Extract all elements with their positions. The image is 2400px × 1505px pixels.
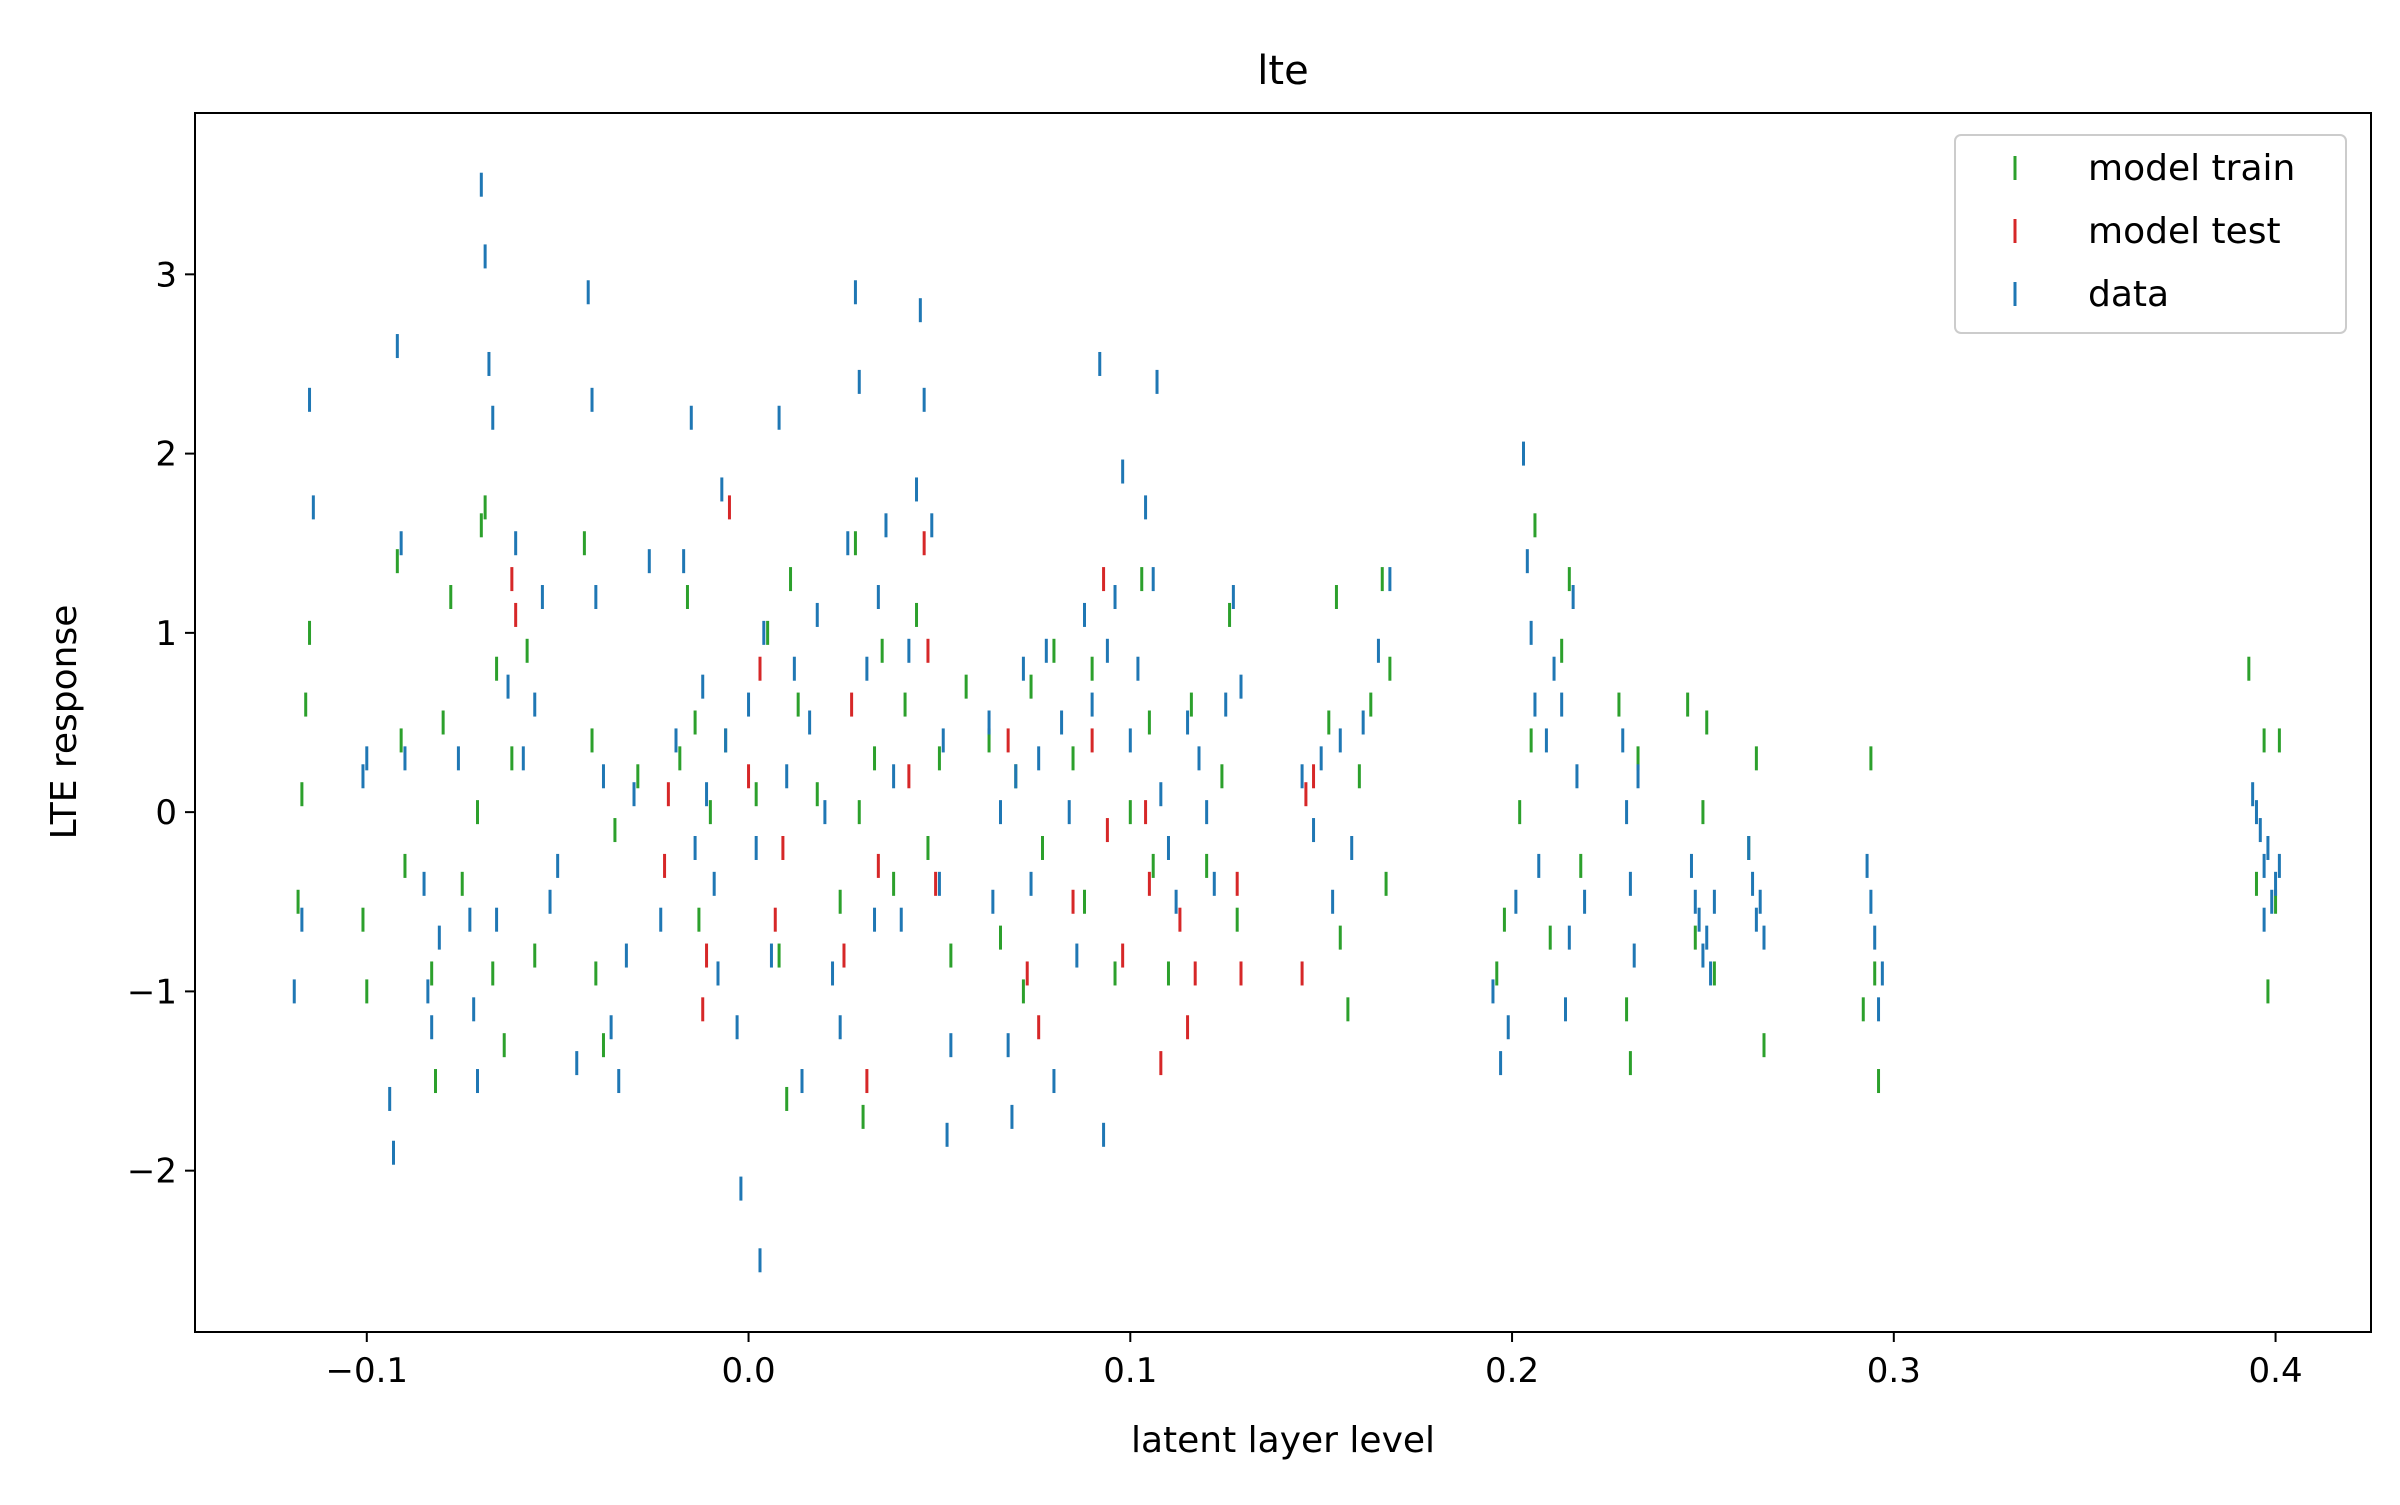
legend-label: model test bbox=[2088, 211, 2281, 252]
y-tick-label: 2 bbox=[155, 435, 177, 475]
y-tick-label: 3 bbox=[155, 255, 177, 295]
y-axis-label: LTE response bbox=[44, 605, 85, 840]
x-tick-label: 0.2 bbox=[1485, 1351, 1539, 1391]
plot-frame bbox=[194, 112, 2372, 1333]
data-marks bbox=[292, 172, 2281, 1273]
y-tick-label: −1 bbox=[127, 972, 177, 1012]
x-tick-label: 0.1 bbox=[1103, 1351, 1157, 1391]
chart-title: lte bbox=[1257, 48, 1308, 94]
x-axis-label: latent layer level bbox=[1131, 1420, 1435, 1461]
x-tick-label: 0.3 bbox=[1867, 1351, 1921, 1391]
y-tick-label: −2 bbox=[127, 1152, 177, 1192]
y-tick-label: 0 bbox=[155, 793, 177, 833]
legend-items: model train model test data bbox=[2013, 148, 2295, 315]
series-data bbox=[292, 172, 2281, 1273]
x-tick-label: −0.1 bbox=[326, 1351, 409, 1391]
y-tick-label: 1 bbox=[155, 614, 177, 654]
x-tick-label: 0.0 bbox=[722, 1351, 776, 1391]
series-model-test bbox=[510, 495, 1316, 1094]
x-tick-label: 0.4 bbox=[2249, 1351, 2303, 1391]
y-axis-ticks: −2 −1 0 1 2 3 bbox=[127, 255, 195, 1192]
legend: model train model test data bbox=[1954, 134, 2347, 334]
legend-box bbox=[1954, 134, 2347, 334]
legend-label: data bbox=[2088, 274, 2169, 315]
legend-label: model train bbox=[2088, 148, 2295, 189]
x-axis-ticks: −0.1 0.0 0.1 0.2 0.3 0.4 bbox=[326, 1332, 2303, 1391]
